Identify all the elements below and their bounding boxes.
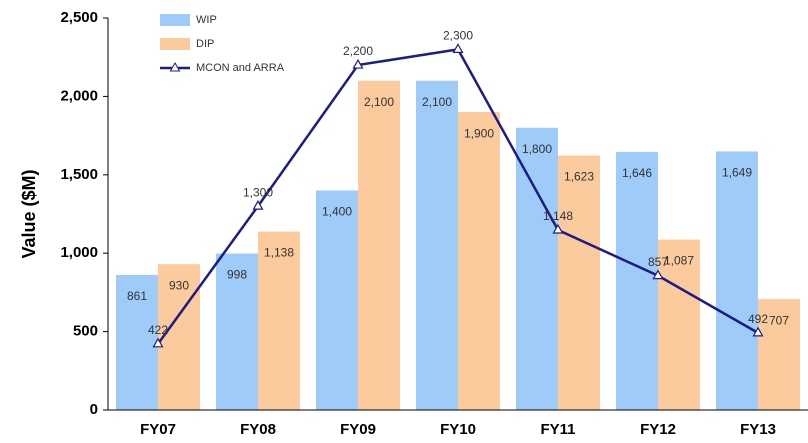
bar: [158, 264, 200, 410]
bar: [616, 151, 658, 410]
bar: [758, 299, 800, 410]
bar: [416, 80, 458, 410]
y-tick-label: 2,000: [60, 87, 98, 104]
data-label: 707: [769, 313, 789, 327]
data-label: 1,138: [264, 246, 294, 260]
bar: [558, 155, 600, 410]
legend-label: DIP: [196, 38, 214, 50]
legend-swatch: [160, 38, 190, 50]
x-tick-label: FY13: [740, 421, 776, 438]
x-tick-label: FY12: [640, 421, 676, 438]
data-label: 1,300: [243, 185, 273, 199]
x-tick-label: FY10: [440, 421, 476, 438]
line-marker: [652, 269, 664, 280]
y-tick-label: 500: [73, 323, 98, 340]
bar: [458, 112, 500, 410]
bar: [216, 253, 258, 410]
data-label: 1,623: [564, 170, 594, 184]
x-tick-label: FY07: [140, 421, 176, 438]
bar: [516, 127, 558, 410]
data-label: 861: [127, 289, 147, 303]
x-tick-label: FY08: [240, 421, 276, 438]
data-label: 857: [648, 255, 668, 269]
bar: [716, 151, 758, 410]
data-label: 2,100: [364, 95, 394, 109]
line-marker: [252, 199, 264, 210]
y-tick-label: 1,000: [60, 244, 98, 261]
x-tick-label: FY11: [540, 421, 575, 438]
bar: [316, 190, 358, 410]
data-label: 2,300: [443, 29, 473, 43]
bar: [258, 231, 300, 410]
line-marker: [552, 223, 564, 234]
bar: [658, 239, 700, 410]
line-marker: [752, 326, 764, 337]
line-marker: [452, 43, 464, 53]
data-label: 2,100: [422, 95, 452, 109]
x-tick-label: FY09: [340, 421, 376, 438]
bar: [358, 80, 400, 410]
y-tick-label: 1,500: [60, 166, 98, 183]
data-label: 2,200: [343, 44, 373, 58]
legend-label: WIP: [196, 14, 217, 26]
legend-label: MCON and ARRA: [196, 62, 285, 74]
data-label: 1,400: [322, 205, 352, 219]
line-marker: [152, 337, 164, 348]
y-tick-label: 0: [90, 401, 98, 418]
data-label: 1,087: [664, 254, 694, 268]
data-label: 998: [227, 268, 247, 282]
data-label: 1,148: [543, 209, 573, 223]
bar: [116, 274, 158, 410]
data-label: 930: [169, 278, 189, 292]
legend-swatch: [169, 61, 181, 72]
data-label: 1,900: [464, 126, 494, 140]
data-label: 1,800: [522, 142, 552, 156]
line-marker: [352, 58, 364, 69]
y-tick-label: 2,500: [60, 9, 98, 26]
data-label: 1,646: [622, 166, 652, 180]
y-axis-label: Value ($M): [19, 169, 39, 258]
data-label: 422: [148, 323, 168, 337]
legend-swatch: [160, 14, 190, 26]
data-label: 1,649: [722, 166, 752, 180]
data-label: 492: [748, 312, 768, 326]
